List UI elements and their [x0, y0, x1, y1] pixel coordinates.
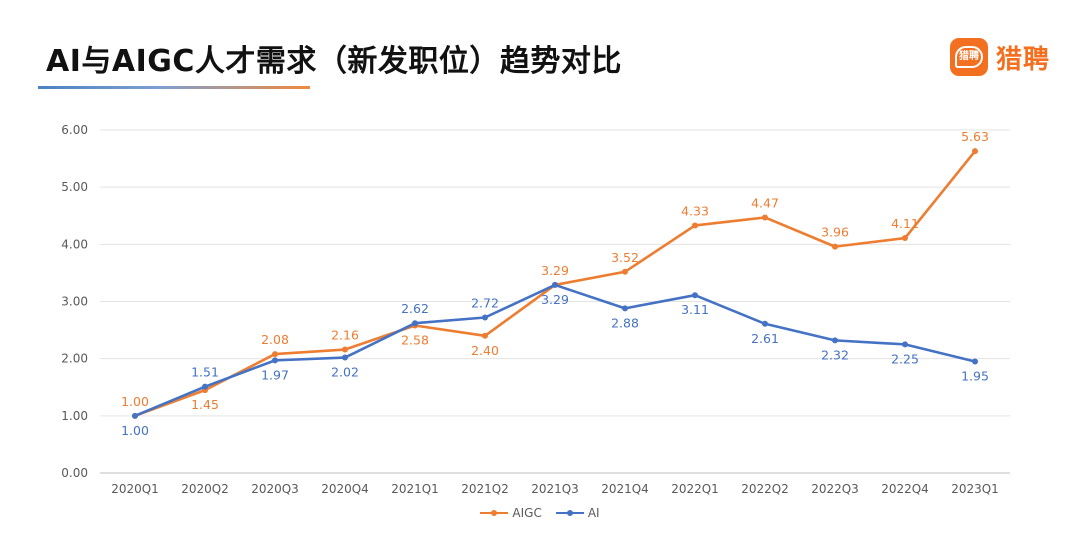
y-tick-label: 2.00: [61, 352, 88, 366]
title-underline: [38, 86, 310, 89]
data-point-aigc: [972, 148, 978, 155]
data-point-ai: [622, 305, 628, 312]
page-title: AI与AIGC人才需求（新发职位）趋势对比: [46, 44, 622, 79]
data-label-aigc: 2.40: [471, 343, 499, 358]
y-tick-label: 3.00: [61, 295, 88, 309]
data-point-aigc: [272, 351, 278, 358]
data-label-aigc: 5.63: [961, 129, 989, 144]
data-point-ai: [972, 358, 978, 365]
legend-swatch: [480, 510, 509, 516]
y-tick-label: 1.00: [61, 409, 88, 423]
x-tick-label: 2020Q2: [181, 482, 229, 496]
legend-label: AI: [587, 506, 600, 520]
data-point-aigc: [832, 243, 838, 250]
data-point-ai: [902, 341, 908, 348]
x-tick-label: 2022Q1: [671, 482, 719, 496]
x-tick-label: 2021Q1: [391, 482, 439, 496]
data-point-aigc: [622, 268, 628, 275]
data-label-ai: 1.51: [191, 365, 219, 380]
data-label-ai: 3.11: [681, 302, 709, 317]
data-label-aigc: 3.52: [611, 250, 639, 265]
x-tick-label: 2023Q1: [951, 482, 999, 496]
brand-logo: 猎聘 猎聘: [949, 38, 1050, 76]
legend-swatch: [555, 510, 584, 516]
data-point-ai: [762, 320, 768, 327]
data-label-aigc: 2.58: [401, 333, 429, 348]
data-point-aigc: [692, 222, 698, 229]
data-label-aigc: 3.29: [541, 263, 569, 278]
data-point-ai: [832, 337, 838, 344]
x-tick-label: 2021Q4: [601, 482, 649, 496]
data-label-aigc: 3.96: [821, 225, 849, 240]
x-tick-label: 2022Q3: [811, 482, 859, 496]
brand-icon-text: 猎聘: [954, 46, 983, 68]
data-label-ai: 1.97: [261, 367, 289, 382]
data-point-ai: [412, 320, 418, 327]
data-point-ai: [202, 383, 208, 390]
data-label-aigc: 4.47: [751, 195, 779, 210]
brand-name: 猎聘: [995, 44, 1050, 75]
x-tick-label: 2022Q4: [881, 482, 929, 496]
data-label-ai: 2.61: [751, 331, 779, 346]
liepin-logo-icon: 猎聘: [949, 38, 988, 76]
data-point-ai: [342, 354, 348, 361]
legend-label: AIGC: [512, 506, 542, 520]
data-point-aigc: [482, 332, 488, 339]
y-tick-label: 0.00: [61, 466, 88, 480]
data-point-aigc: [762, 214, 768, 221]
x-tick-label: 2020Q3: [251, 482, 299, 496]
x-tick-label: 2020Q1: [111, 482, 159, 496]
x-tick-label: 2020Q4: [321, 482, 369, 496]
data-point-ai: [272, 357, 278, 364]
data-point-ai: [552, 281, 558, 288]
data-label-aigc: 2.16: [331, 328, 359, 343]
data-point-aigc: [902, 235, 908, 242]
data-point-aigc: [342, 346, 348, 353]
data-point-ai: [692, 292, 698, 299]
data-label-ai: 2.62: [401, 301, 429, 316]
data-point-ai: [132, 412, 138, 419]
y-tick-label: 6.00: [61, 123, 88, 137]
data-label-aigc: 1.00: [121, 394, 149, 409]
data-label-ai: 2.32: [821, 347, 849, 362]
data-label-aigc: 1.45: [191, 397, 219, 412]
chart-legend: AIGC AI: [0, 506, 1080, 520]
data-label-ai: 1.95: [961, 369, 989, 384]
data-point-ai: [482, 314, 488, 321]
data-label-ai: 1.00: [121, 423, 149, 438]
x-tick-label: 2021Q2: [461, 482, 509, 496]
x-tick-label: 2022Q2: [741, 482, 789, 496]
legend-item-aigc: AIGC: [480, 506, 542, 520]
data-label-aigc: 2.08: [261, 332, 289, 347]
data-label-ai: 2.25: [891, 351, 919, 366]
legend-item-ai: AI: [555, 506, 600, 520]
y-tick-label: 4.00: [61, 237, 88, 251]
data-label-aigc: 4.11: [891, 216, 919, 231]
x-tick-label: 2021Q3: [531, 482, 579, 496]
data-label-aigc: 4.33: [681, 203, 709, 218]
data-label-ai: 2.88: [611, 315, 639, 330]
data-label-ai: 2.72: [471, 296, 499, 311]
data-label-ai: 2.02: [331, 365, 359, 380]
y-tick-label: 5.00: [61, 180, 88, 194]
data-label-ai: 3.29: [541, 292, 569, 307]
